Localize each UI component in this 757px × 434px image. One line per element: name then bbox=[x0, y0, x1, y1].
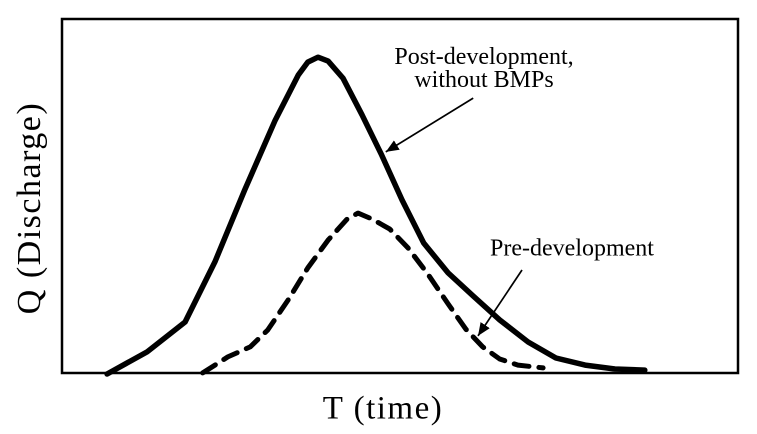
pre-development-annotation: Pre-development bbox=[490, 235, 654, 262]
post-annotation-line1: Post-development, bbox=[394, 44, 574, 70]
pre-development-curve bbox=[200, 210, 546, 376]
post-annotation-line2: without BMPs bbox=[414, 67, 554, 93]
y-axis-label: Q (Discharge) bbox=[11, 101, 48, 315]
post-development-annotation: Post-development, without BMPs bbox=[394, 44, 574, 93]
x-axis-label: T (time) bbox=[322, 390, 444, 427]
plot-border bbox=[60, 17, 740, 375]
pre-annotation-arrow bbox=[477, 269, 523, 337]
post-development-curve bbox=[104, 54, 648, 377]
post-annotation-arrow bbox=[385, 97, 474, 153]
